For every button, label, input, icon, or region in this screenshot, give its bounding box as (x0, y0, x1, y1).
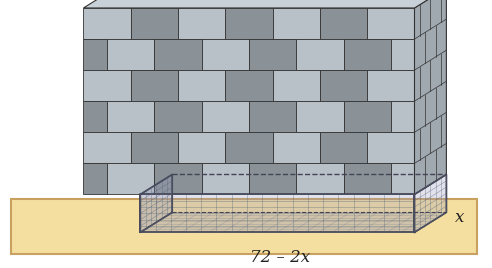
Polygon shape (249, 39, 296, 70)
Polygon shape (343, 163, 391, 194)
Polygon shape (391, 39, 414, 70)
Polygon shape (320, 70, 367, 101)
Polygon shape (414, 0, 446, 194)
Polygon shape (273, 70, 320, 101)
Polygon shape (154, 163, 202, 194)
Polygon shape (107, 163, 154, 194)
Polygon shape (131, 70, 178, 101)
Polygon shape (273, 8, 320, 39)
Polygon shape (202, 39, 249, 70)
Polygon shape (320, 132, 367, 163)
Polygon shape (140, 174, 172, 232)
Polygon shape (131, 132, 178, 163)
Polygon shape (84, 39, 107, 70)
Polygon shape (178, 70, 225, 101)
Polygon shape (178, 132, 225, 163)
Polygon shape (225, 70, 273, 101)
Polygon shape (225, 132, 273, 163)
Polygon shape (343, 101, 391, 132)
Polygon shape (11, 199, 477, 254)
Polygon shape (154, 101, 202, 132)
Polygon shape (131, 8, 178, 39)
Polygon shape (107, 39, 154, 70)
Polygon shape (84, 132, 131, 163)
Polygon shape (249, 163, 296, 194)
Polygon shape (225, 8, 273, 39)
Polygon shape (107, 101, 154, 132)
Polygon shape (391, 101, 414, 132)
Text: 72 – 2x: 72 – 2x (250, 249, 310, 266)
Polygon shape (140, 194, 414, 232)
Polygon shape (249, 101, 296, 132)
Polygon shape (84, 70, 131, 101)
Polygon shape (202, 163, 249, 194)
Polygon shape (140, 212, 446, 232)
Polygon shape (296, 39, 343, 70)
Text: x: x (455, 209, 464, 226)
Polygon shape (320, 8, 367, 39)
Polygon shape (273, 132, 320, 163)
Polygon shape (391, 163, 414, 194)
Polygon shape (84, 163, 107, 194)
Polygon shape (414, 174, 446, 232)
Polygon shape (202, 101, 249, 132)
Polygon shape (84, 0, 446, 8)
Polygon shape (367, 8, 414, 39)
Polygon shape (178, 8, 225, 39)
Polygon shape (84, 101, 107, 132)
Polygon shape (367, 70, 414, 101)
Polygon shape (367, 132, 414, 163)
Polygon shape (84, 8, 131, 39)
Polygon shape (343, 39, 391, 70)
Polygon shape (296, 163, 343, 194)
Polygon shape (296, 101, 343, 132)
Polygon shape (154, 39, 202, 70)
